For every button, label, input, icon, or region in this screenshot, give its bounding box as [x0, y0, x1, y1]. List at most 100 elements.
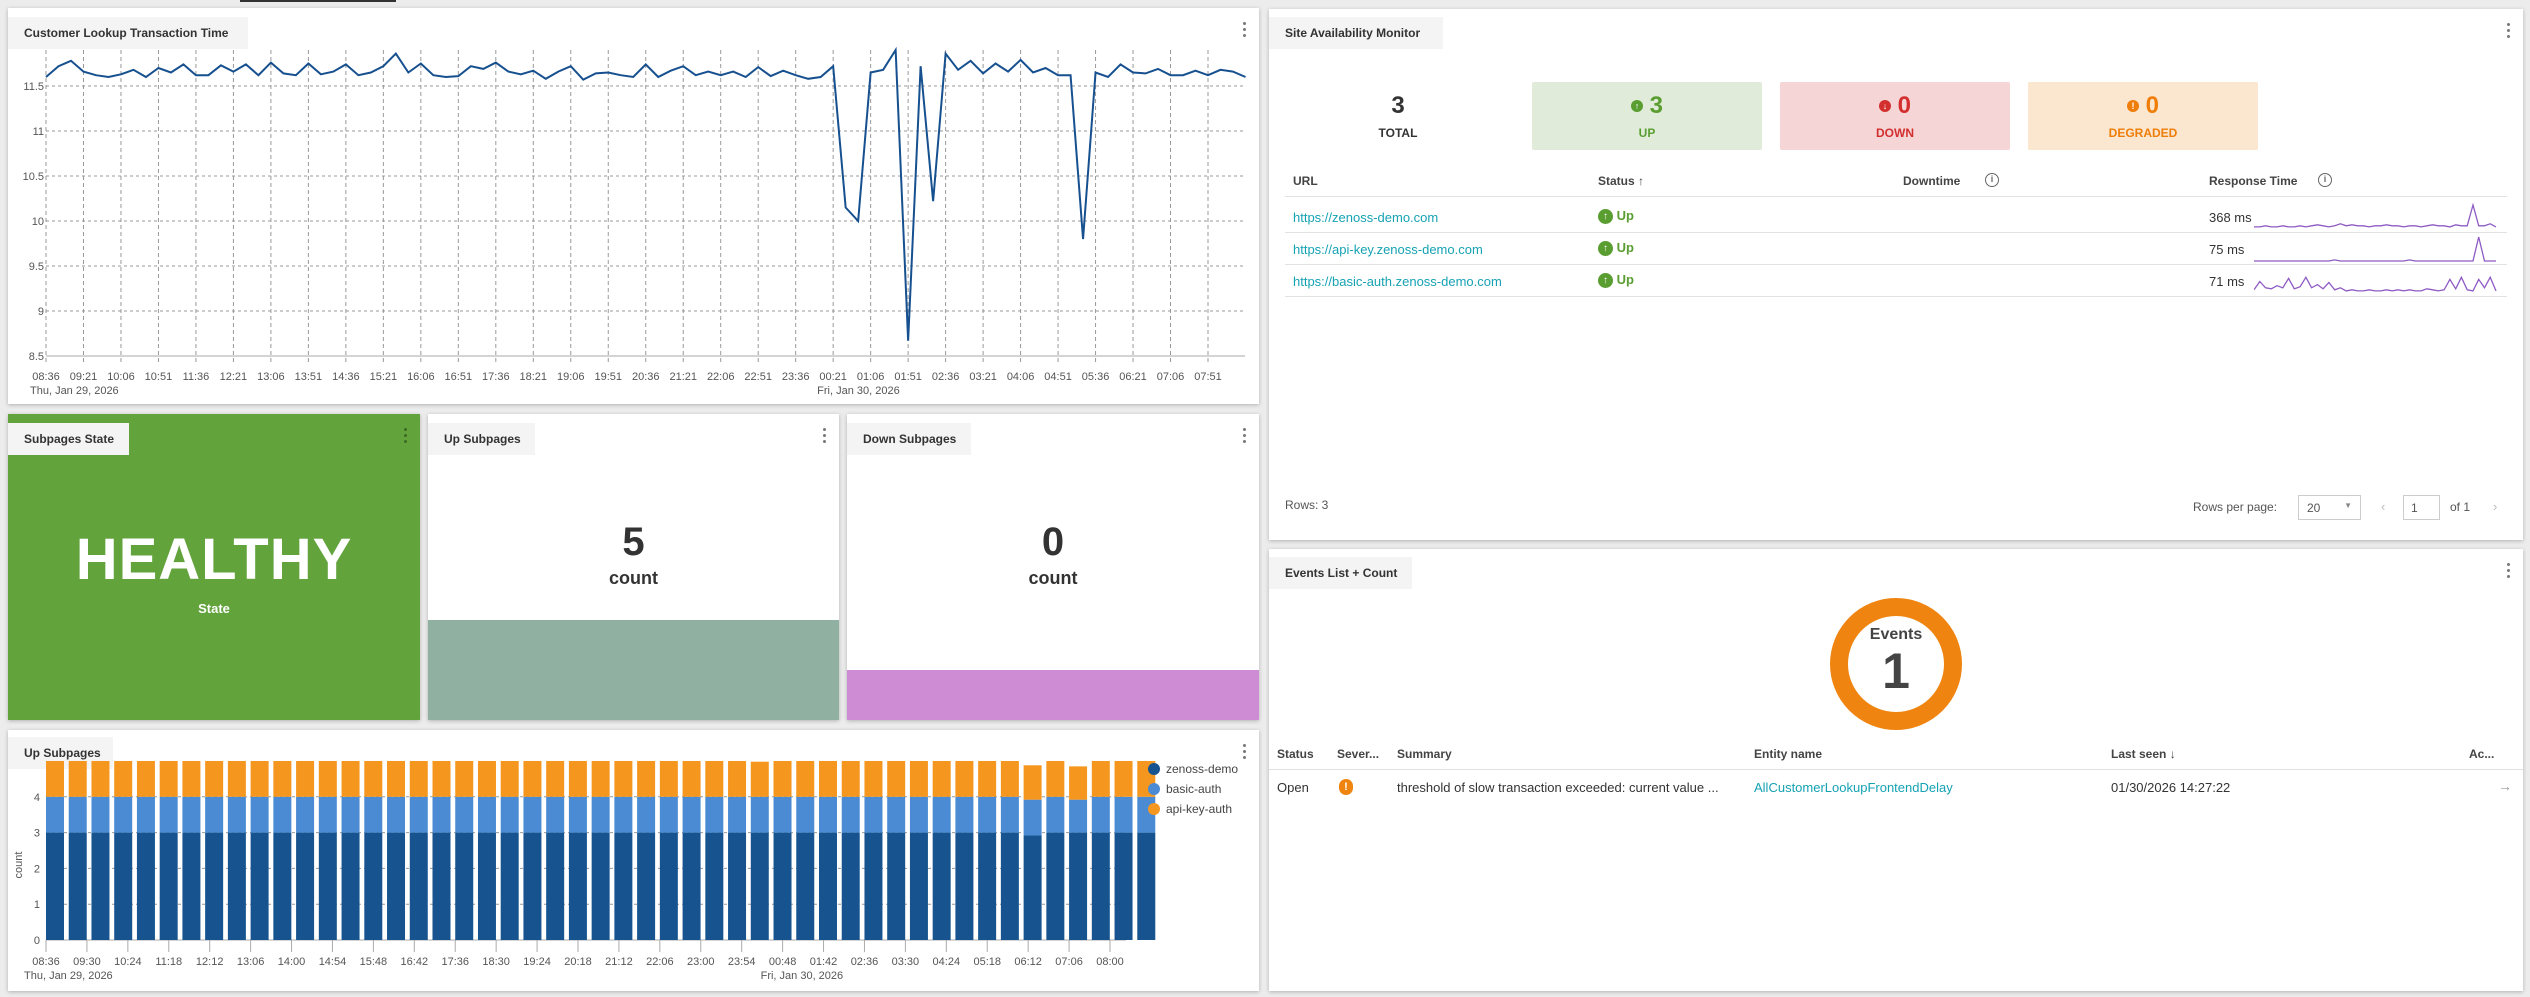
legend-marker	[1148, 803, 1160, 815]
info-icon[interactable]: i	[2318, 173, 2332, 187]
panel-title: Down Subpages	[847, 423, 971, 455]
bar-api-key-auth	[523, 761, 542, 797]
bar-basic-auth	[568, 796, 587, 833]
bar-basic-auth	[182, 796, 201, 833]
event-row[interactable]: Open ! threshold of slow transaction exc…	[1269, 771, 2523, 803]
bar-basic-auth	[1000, 796, 1019, 833]
column-header-downtime[interactable]: Downtime	[1903, 174, 1960, 188]
bar-zenoss-demo	[887, 832, 906, 940]
degraded-summary[interactable]: ! 0 DEGRADED	[2028, 82, 2258, 150]
bar-basic-auth	[91, 796, 110, 833]
bar-api-key-auth	[182, 761, 201, 797]
bar-basic-auth	[523, 796, 542, 833]
bar-api-key-auth	[318, 761, 337, 797]
bar-basic-auth	[546, 796, 565, 833]
bar-zenoss-demo	[114, 832, 133, 940]
more-options-icon[interactable]	[404, 428, 408, 446]
more-options-icon[interactable]	[823, 428, 827, 446]
site-url-link[interactable]: https://api-key.zenoss-demo.com	[1293, 242, 1483, 257]
more-options-icon[interactable]	[2507, 23, 2511, 41]
bar-basic-auth	[136, 796, 155, 833]
bar-zenoss-demo	[818, 832, 837, 940]
column-header-actions[interactable]: Ac...	[2469, 747, 2495, 761]
down-count: 0	[1897, 92, 1912, 119]
bar-basic-auth	[614, 796, 633, 833]
x-tick-label: 00:48	[769, 956, 797, 968]
bar-api-key-auth	[909, 761, 928, 797]
bar-api-key-auth	[114, 761, 133, 797]
column-header-url[interactable]: URL	[1293, 174, 1318, 188]
bar-api-key-auth	[955, 761, 974, 797]
degraded-count: 0	[2145, 92, 2160, 119]
x-tick-label: 07:06	[1157, 371, 1185, 383]
next-page-button[interactable]: ›	[2493, 499, 2498, 514]
x-tick-label: 16:06	[407, 371, 435, 383]
up-count: 3	[1649, 92, 1664, 119]
events-panel: Events List + Count Events 1 Status Seve…	[1269, 549, 2523, 991]
site-url-link[interactable]: https://zenoss-demo.com	[1293, 210, 1439, 225]
bar-basic-auth	[46, 796, 64, 833]
more-options-icon[interactable]	[2507, 563, 2511, 581]
column-header-summary[interactable]: Summary	[1397, 747, 1452, 761]
column-header-status[interactable]: Status ↑	[1598, 174, 1644, 188]
bar-api-key-auth	[1000, 761, 1019, 797]
x-tick-label: 06:12	[1014, 956, 1042, 968]
event-status: Open	[1277, 780, 1309, 795]
bar-basic-auth	[1046, 796, 1065, 833]
bar-zenoss-demo	[432, 832, 451, 940]
sparkline-series	[2254, 203, 2497, 228]
bar-api-key-auth	[614, 761, 633, 797]
bar-basic-auth	[659, 796, 678, 833]
site-row[interactable]: https://zenoss-demo.com ↑ Up 368 ms	[1285, 201, 2507, 233]
column-header-entity[interactable]: Entity name	[1754, 747, 1823, 761]
arrow-up-circle-icon: ↑	[1630, 100, 1643, 112]
x-tick-label: 13:06	[257, 371, 285, 383]
bar-api-key-auth	[978, 761, 997, 797]
bar-api-key-auth	[364, 761, 383, 797]
page-input[interactable]: 1	[2403, 495, 2440, 520]
bar-zenoss-demo	[728, 832, 747, 940]
more-options-icon[interactable]	[1243, 744, 1247, 762]
column-header-response-time[interactable]: Response Time	[2209, 174, 2297, 188]
site-status: ↑ Up	[1598, 240, 1634, 257]
info-icon[interactable]: i	[1985, 173, 1999, 187]
previous-page-button[interactable]: ‹	[2381, 499, 2386, 514]
state-label: State	[198, 601, 230, 616]
event-entity-link[interactable]: AllCustomerLookupFrontendDelay	[1754, 780, 1953, 795]
sparkline-series	[2254, 275, 2497, 292]
sort-ascending-icon: ↑	[1638, 174, 1645, 188]
column-header-status[interactable]: Status	[1277, 747, 1314, 761]
bar-zenoss-demo	[227, 832, 246, 940]
bar-basic-auth	[1069, 799, 1088, 833]
x-date-label: Thu, Jan 29, 2026	[30, 385, 119, 397]
bar-basic-auth	[432, 796, 451, 833]
bar-api-key-auth	[136, 761, 155, 797]
bar-basic-auth	[955, 796, 974, 833]
column-header-severity[interactable]: Sever...	[1337, 747, 1380, 761]
response-time: 71 ms	[2209, 274, 2245, 289]
events-donut-ring	[1830, 598, 1962, 730]
site-row[interactable]: https://basic-auth.zenoss-demo.com ↑ Up …	[1285, 265, 2507, 297]
more-options-icon[interactable]	[1243, 22, 1247, 40]
bar-basic-auth	[796, 796, 815, 833]
bar-basic-auth	[409, 796, 428, 833]
arrow-right-icon[interactable]: →	[2498, 778, 2512, 794]
rows-per-page-select[interactable]: 20 ▼	[2298, 495, 2361, 520]
x-tick-label: 10:51	[145, 371, 173, 383]
x-tick-label: 19:24	[523, 956, 551, 968]
bar-api-key-auth	[250, 761, 269, 797]
column-header-last-seen[interactable]: Last seen ↓	[2111, 747, 2176, 761]
site-url-link[interactable]: https://basic-auth.zenoss-demo.com	[1293, 274, 1502, 289]
bar-api-key-auth	[637, 761, 656, 797]
x-tick-label: 07:06	[1055, 956, 1083, 968]
bar-zenoss-demo	[909, 832, 928, 940]
more-options-icon[interactable]	[1243, 428, 1247, 446]
y-tick-label: 1	[34, 899, 40, 911]
response-time-sparkline	[2254, 203, 2497, 228]
site-row[interactable]: https://api-key.zenoss-demo.com ↑ Up 75 …	[1285, 233, 2507, 265]
down-summary[interactable]: ↓ 0 DOWN	[1780, 82, 2010, 150]
bar-zenoss-demo	[318, 832, 337, 940]
degraded-label: DEGRADED	[2108, 126, 2178, 140]
x-tick-label: 19:06	[557, 371, 585, 383]
up-summary[interactable]: ↑ 3 UP	[1532, 82, 1762, 150]
